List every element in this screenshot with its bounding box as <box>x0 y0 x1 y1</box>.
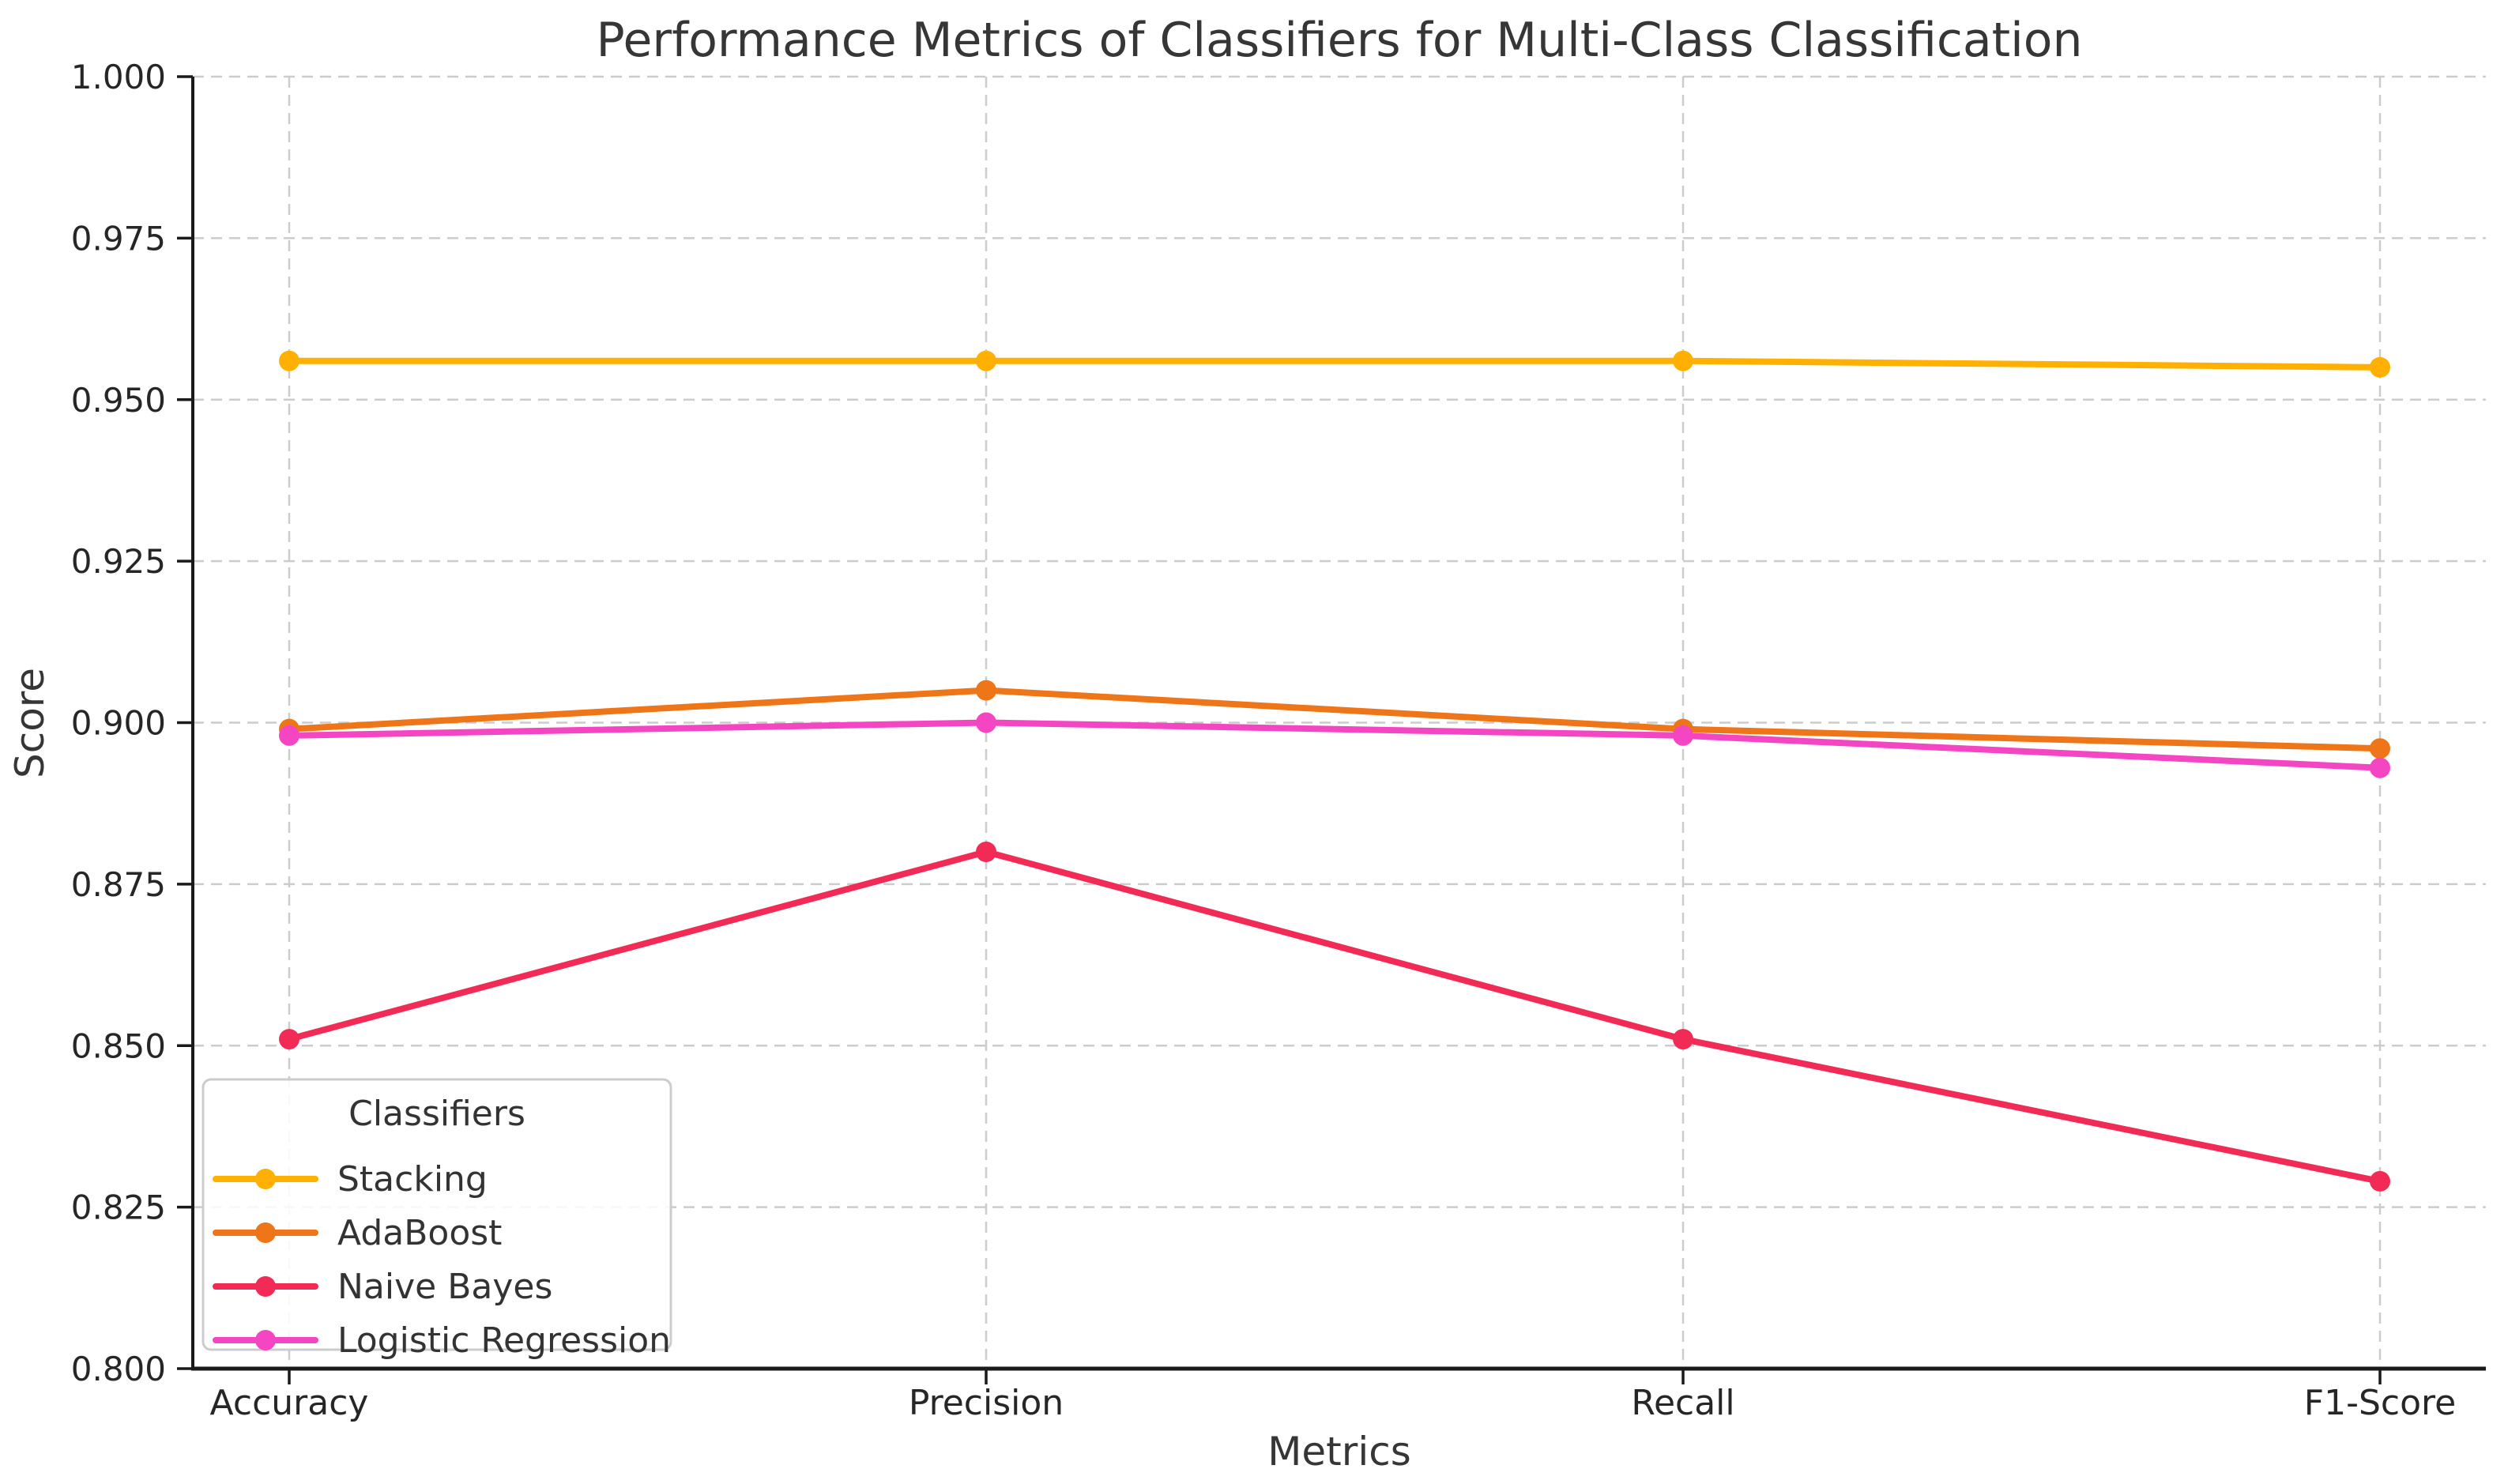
chart-title: Performance Metrics of Classifiers for M… <box>596 13 2083 68</box>
x-tick-label-accuracy: Accuracy <box>210 1383 369 1423</box>
legend-label-stacking: Stacking <box>337 1159 488 1200</box>
y-tick-label: 0.900 <box>71 704 166 743</box>
legend-marker-dot-stacking <box>255 1169 276 1189</box>
data-point-stacking-accuracy <box>279 350 299 371</box>
legend-marker-dot-logistic-regression <box>255 1330 276 1350</box>
legend-marker-dot-naive-bayes <box>255 1276 276 1297</box>
data-point-adaboost-precision <box>976 680 996 701</box>
x-tick-label-f1-score: F1-Score <box>2304 1383 2456 1423</box>
data-point-logistic-regression-recall <box>1673 725 1693 746</box>
data-point-naive-bayes-f1-score <box>2370 1170 2390 1192</box>
y-tick-label: 0.875 <box>71 865 166 904</box>
data-point-naive-bayes-accuracy <box>279 1029 299 1050</box>
series-line-logistic-regression <box>286 719 2383 771</box>
y-tick-label: 0.825 <box>71 1188 166 1227</box>
legend-title: Classifiers <box>348 1094 525 1134</box>
data-point-adaboost-f1-score <box>2370 738 2390 759</box>
x-tick-label-precision: Precision <box>909 1383 1064 1423</box>
legend-label-logistic-regression: Logistic Regression <box>337 1320 671 1361</box>
y-tick-label: 0.950 <box>71 381 166 420</box>
data-point-logistic-regression-precision <box>976 712 996 733</box>
series-line-naive-bayes <box>286 849 2383 1185</box>
legend-label-naive-bayes: Naive Bayes <box>337 1267 552 1307</box>
data-point-stacking-recall <box>1673 350 1693 371</box>
legend-box <box>201 1078 672 1351</box>
data-point-naive-bayes-precision <box>976 842 996 862</box>
series-line-stacking <box>286 357 2383 371</box>
y-tick-label: 0.975 <box>71 219 166 258</box>
data-point-naive-bayes-recall <box>1673 1029 1693 1050</box>
y-tick-label: 0.800 <box>71 1350 166 1388</box>
x-axis-label: Metrics <box>1267 1429 1411 1475</box>
data-point-stacking-precision <box>976 350 996 371</box>
y-tick-label: 1.000 <box>71 58 166 96</box>
legend-label-adaboost: AdaBoost <box>337 1213 502 1253</box>
x-tick-label-recall: Recall <box>1631 1383 1734 1423</box>
legend-marker-dot-adaboost <box>255 1222 276 1243</box>
data-point-logistic-regression-f1-score <box>2370 757 2390 778</box>
series-line-adaboost <box>286 687 2383 752</box>
data-point-stacking-f1-score <box>2370 356 2390 378</box>
y-tick-label: 0.850 <box>71 1026 166 1065</box>
data-point-logistic-regression-accuracy <box>279 725 299 746</box>
y-tick-label: 0.925 <box>71 542 166 581</box>
